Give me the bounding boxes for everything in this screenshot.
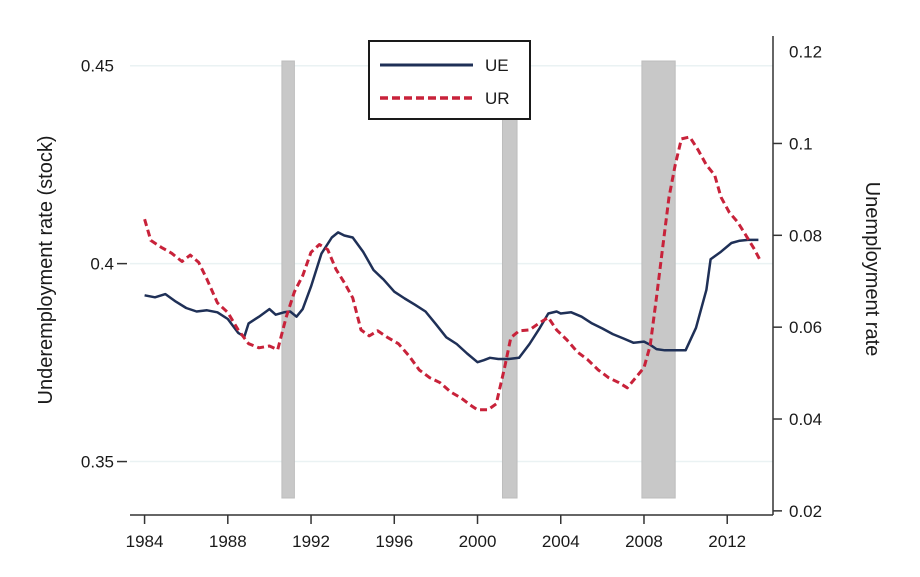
legend-box	[368, 40, 531, 120]
y-right-tick-label: 0.12	[789, 43, 822, 62]
x-tick-label: 1984	[126, 532, 164, 551]
y-left-tick-label: 0.45	[81, 57, 114, 76]
recession-bar-3	[641, 60, 676, 499]
axes-layer	[130, 36, 774, 516]
legend-ur-label: UR	[485, 89, 510, 108]
recession-layer	[281, 60, 676, 499]
y-right-tick-label: 0.1	[789, 134, 813, 153]
legend-ue-label: UE	[485, 56, 509, 75]
y-axis-right-title: Unemployment rate	[861, 182, 883, 357]
y-right-tick-label: 0.04	[789, 410, 822, 429]
x-tick-label: 2012	[708, 532, 746, 551]
x-tick-label: 2000	[459, 532, 497, 551]
legend: UE UR	[368, 40, 531, 120]
x-tick-label: 1988	[209, 532, 247, 551]
y-left-tick-label: 0.35	[81, 453, 114, 472]
ticks-layer: 1984 1988 1992 1996 2000 2004 2008 2012 0.35 0.4 0…	[81, 43, 822, 551]
recession-bar-1	[281, 60, 295, 499]
y-right-tick-label: 0.06	[789, 318, 822, 337]
grid-layer	[130, 64, 773, 463]
recession-bar-2	[501, 60, 518, 499]
y-left-tick-label: 0.4	[90, 255, 114, 274]
y-axis-left-title: Underemployment rate (stock)	[35, 136, 57, 405]
y-right-tick-label: 0.08	[789, 226, 822, 245]
x-tick-label: 1992	[292, 532, 330, 551]
x-tick-label: 2008	[625, 532, 663, 551]
series-layer	[143, 135, 762, 412]
x-tick-label: 2004	[542, 532, 580, 551]
y-right-tick-label: 0.02	[789, 502, 822, 521]
x-tick-label: 1996	[375, 532, 413, 551]
series-line-ur	[143, 135, 762, 412]
